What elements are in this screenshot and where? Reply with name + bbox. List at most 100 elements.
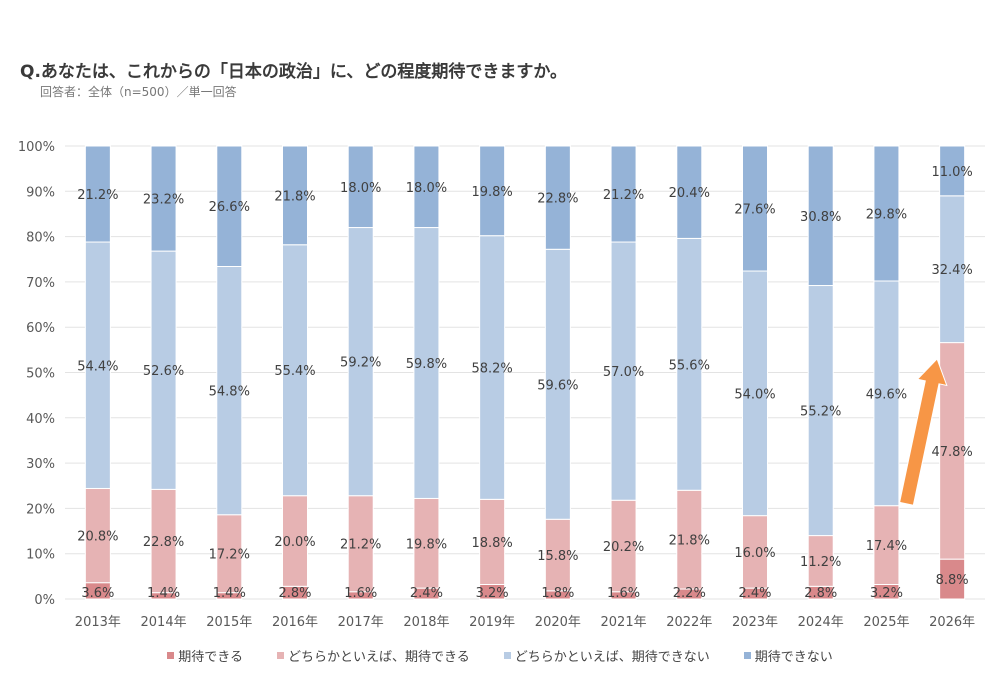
bar-segment bbox=[84, 487, 111, 584]
bar-segment bbox=[282, 145, 308, 246]
data-label: 21.2% bbox=[77, 188, 118, 203]
data-label: 59.6% bbox=[537, 378, 578, 393]
data-label: 2.8% bbox=[278, 586, 311, 601]
data-label: 57.0% bbox=[603, 365, 644, 380]
legend-item: 期待できる bbox=[167, 646, 243, 665]
data-label: 11.2% bbox=[800, 555, 841, 570]
data-label: 22.8% bbox=[537, 192, 578, 207]
x-tick-label: 2019年 bbox=[469, 615, 515, 630]
bar-segment bbox=[84, 145, 111, 243]
data-label: 21.2% bbox=[340, 538, 381, 553]
bar-segment bbox=[939, 145, 966, 197]
data-label: 29.8% bbox=[866, 207, 907, 222]
x-tick-label: 2021年 bbox=[601, 615, 647, 630]
legend-swatch-icon bbox=[503, 652, 511, 659]
x-tick-label: 2023年 bbox=[732, 615, 778, 630]
bar-segment bbox=[150, 250, 177, 490]
data-label: 52.6% bbox=[143, 364, 184, 379]
x-tick-label: 2022年 bbox=[666, 615, 712, 630]
x-tick-label: 2025年 bbox=[863, 615, 909, 630]
bar-segment bbox=[742, 270, 768, 517]
x-tick-label: 2020年 bbox=[535, 615, 581, 630]
data-label: 49.6% bbox=[866, 387, 907, 402]
y-tick-label: 50% bbox=[26, 367, 55, 382]
y-tick-label: 100% bbox=[18, 140, 55, 155]
data-label: 32.4% bbox=[931, 263, 972, 278]
data-label: 19.8% bbox=[406, 537, 447, 552]
data-label: 59.8% bbox=[406, 357, 447, 372]
data-label: 1.6% bbox=[607, 586, 640, 601]
data-label: 2.4% bbox=[410, 586, 443, 601]
data-label: 1.4% bbox=[213, 586, 246, 601]
data-label: 1.4% bbox=[147, 586, 180, 601]
data-label: 17.4% bbox=[866, 539, 907, 554]
data-label: 2.4% bbox=[738, 586, 771, 601]
data-label: 16.0% bbox=[734, 546, 775, 561]
data-label: 18.0% bbox=[406, 181, 447, 196]
x-tick-label: 2016年 bbox=[272, 615, 318, 630]
data-label: 47.8% bbox=[931, 445, 972, 460]
data-label: 21.8% bbox=[274, 189, 315, 204]
legend-label: 期待できる bbox=[178, 650, 243, 665]
y-tick-label: 0% bbox=[34, 593, 55, 608]
legend-swatch-icon bbox=[167, 652, 175, 659]
data-label: 54.4% bbox=[77, 359, 118, 374]
data-label: 54.0% bbox=[734, 387, 775, 402]
data-label: 55.2% bbox=[800, 405, 841, 420]
data-label: 15.8% bbox=[537, 549, 578, 564]
bar-segment bbox=[84, 241, 111, 489]
data-label: 27.6% bbox=[734, 203, 775, 218]
legend-item: どちらかといえば、期待できる bbox=[276, 646, 470, 665]
data-label: 20.4% bbox=[669, 186, 710, 201]
y-tick-label: 60% bbox=[26, 321, 55, 336]
bar-segment bbox=[610, 241, 637, 501]
data-label: 8.8% bbox=[936, 573, 969, 588]
bar-segment bbox=[544, 145, 571, 250]
data-label: 30.8% bbox=[800, 210, 841, 225]
bar-segment bbox=[807, 145, 834, 287]
bar-segment bbox=[413, 227, 440, 499]
bar-segment bbox=[544, 518, 571, 592]
legend-item: 期待できない bbox=[743, 646, 833, 665]
bar-segment bbox=[676, 489, 703, 590]
data-label: 18.0% bbox=[340, 181, 381, 196]
chart-title: Q.あなたは、これからの「日本の政治」に、どの程度期待できますか。 bbox=[20, 62, 568, 82]
bar-segment bbox=[610, 499, 637, 593]
data-label: 21.2% bbox=[603, 188, 644, 203]
data-label: 3.2% bbox=[870, 586, 903, 601]
legend-item: どちらかといえば、期待できない bbox=[503, 646, 710, 665]
arrow-annotation-icon bbox=[899, 357, 948, 506]
x-tick-label: 2026年 bbox=[929, 615, 975, 630]
bar-segment bbox=[216, 145, 243, 267]
legend: 期待できる どちらかといえば、期待できる どちらかといえば、期待できない 期待できない bbox=[0, 646, 1000, 665]
y-tick-label: 40% bbox=[26, 412, 55, 427]
annotations bbox=[899, 357, 948, 506]
data-label: 11.0% bbox=[931, 165, 972, 180]
bar-segment bbox=[939, 195, 966, 344]
x-axis: 2013年 2014年 2015年 2016年 2017年 2018年 2019年 2020年… bbox=[75, 615, 975, 630]
data-label: 3.6% bbox=[81, 586, 114, 601]
bar-segment bbox=[873, 145, 900, 282]
bar-segment bbox=[742, 145, 768, 272]
bar-segment bbox=[216, 265, 243, 516]
data-label: 2.8% bbox=[804, 586, 837, 601]
x-tick-label: 2015年 bbox=[206, 615, 252, 630]
bar-segment bbox=[610, 145, 637, 243]
bar-segment bbox=[479, 235, 506, 500]
data-label: 19.8% bbox=[471, 185, 512, 200]
bar-segment bbox=[742, 515, 768, 589]
y-axis: 0% 10% 20% 30% 40% 50% 60% 70% 80% 90% 100% bbox=[18, 140, 55, 608]
data-label: 3.2% bbox=[476, 586, 509, 601]
data-label: 21.8% bbox=[669, 534, 710, 549]
y-tick-label: 20% bbox=[26, 502, 55, 517]
x-tick-label: 2017年 bbox=[338, 615, 384, 630]
data-labels: 3.6% 20.8% 54.4% 21.2% 1.4% 22.8% 52.6% 23.2% 1.… bbox=[77, 165, 973, 601]
data-label: 20.2% bbox=[603, 540, 644, 555]
data-label: 22.8% bbox=[143, 535, 184, 550]
y-tick-label: 90% bbox=[26, 185, 55, 200]
data-label: 58.2% bbox=[471, 362, 512, 377]
y-tick-label: 30% bbox=[26, 457, 55, 472]
x-tick-label: 2018年 bbox=[403, 615, 449, 630]
bar-segment bbox=[544, 248, 571, 520]
bar-segment bbox=[676, 145, 703, 239]
